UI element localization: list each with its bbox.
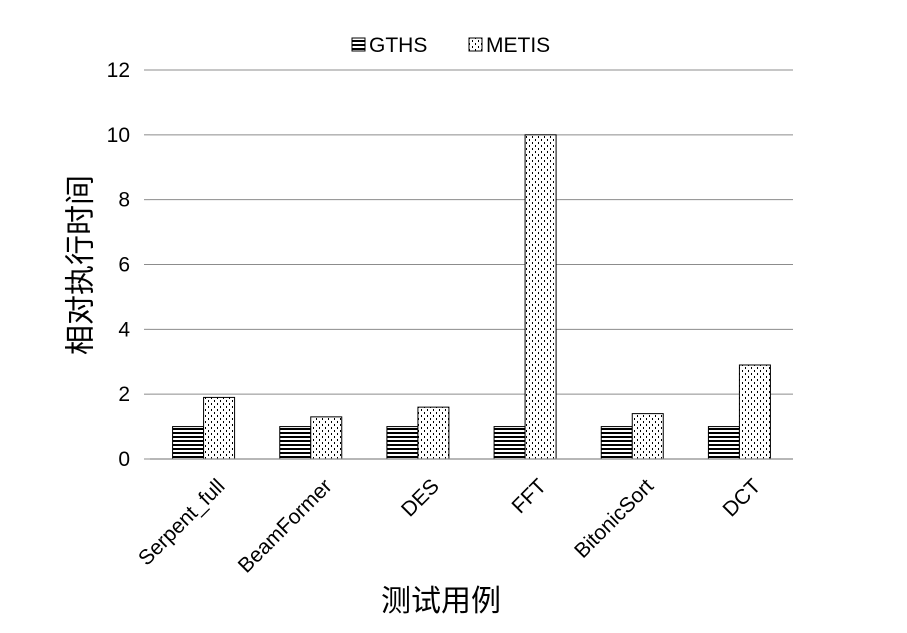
legend: GTHS METIS xyxy=(351,34,550,57)
legend-swatch-metis xyxy=(468,37,483,52)
y-tick-label: 6 xyxy=(118,254,130,277)
y-axis-title: 相对执行时间 xyxy=(64,175,99,355)
bar-metis-bitonicsort xyxy=(631,413,664,460)
bar-gths-des xyxy=(386,426,419,460)
bar-metis-serpent-full xyxy=(203,396,236,460)
bar-metis-dct xyxy=(738,364,771,460)
y-tick-label: 8 xyxy=(118,189,130,212)
x-tick-label: DES xyxy=(397,475,444,522)
legend-label-metis: METIS xyxy=(486,34,550,57)
x-axis-title: 测试用例 xyxy=(381,584,501,619)
x-tick-label: BitonicSort xyxy=(570,475,658,563)
x-tick-label: DCT xyxy=(719,475,766,522)
y-tick-label: 10 xyxy=(107,124,130,147)
bar-metis-beamformer xyxy=(310,416,343,460)
bar-gths-serpent-full xyxy=(172,426,205,460)
y-tick-label: 12 xyxy=(107,59,130,82)
y-tick-label: 4 xyxy=(118,318,130,341)
bar-gths-fft xyxy=(493,426,526,460)
bar-gths-dct xyxy=(707,426,740,460)
gridlines xyxy=(144,69,793,460)
bar-gths-bitonicsort xyxy=(600,426,633,460)
x-tick-label: BeamFormer xyxy=(234,475,337,578)
x-tick-label: Serpent_full xyxy=(134,475,230,571)
y-axis-ticks: 0 2 4 6 8 10 12 xyxy=(107,59,131,471)
bar-gths-beamformer xyxy=(279,426,312,460)
bar-metis-des xyxy=(417,406,450,460)
x-tick-label: FFT xyxy=(508,475,552,519)
x-axis-ticks: Serpent_full BeamFormer DES FFT BitonicSort D… xyxy=(134,475,765,578)
legend-label-gths: GTHS xyxy=(369,34,427,57)
bars xyxy=(172,134,771,460)
y-tick-label: 2 xyxy=(118,383,130,406)
legend-swatch-gths xyxy=(351,37,366,52)
y-tick-label: 0 xyxy=(118,448,130,471)
bar-metis-fft xyxy=(524,134,557,460)
